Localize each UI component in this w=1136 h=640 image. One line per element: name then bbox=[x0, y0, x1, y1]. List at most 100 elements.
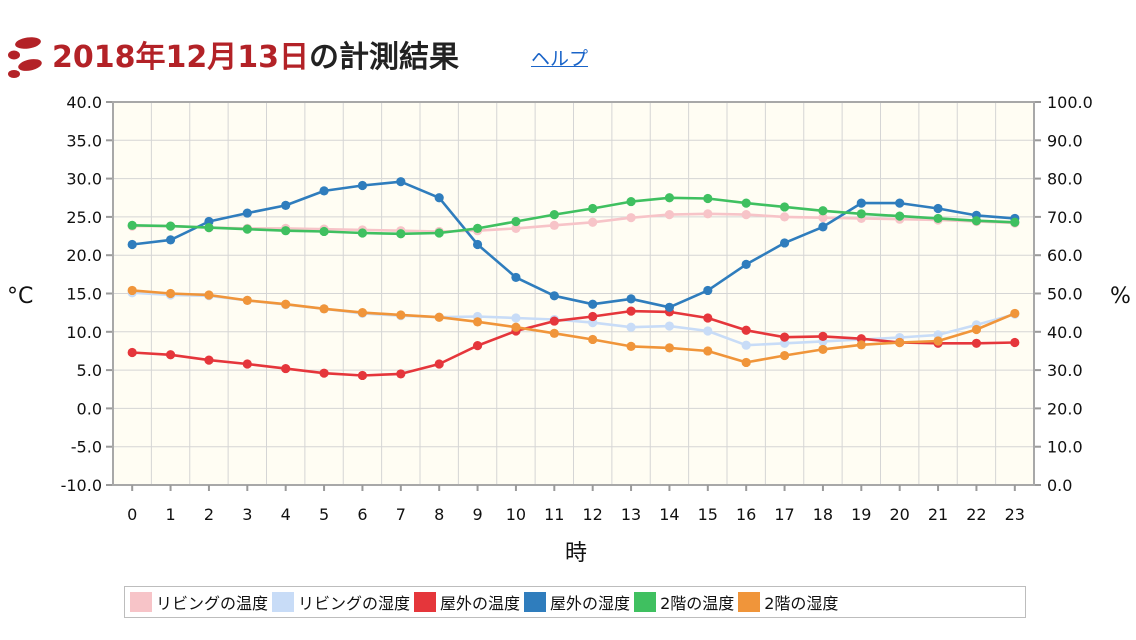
legend-item[interactable]: 2階の温度 bbox=[634, 590, 734, 614]
data-point[interactable] bbox=[511, 223, 521, 233]
data-point[interactable] bbox=[933, 203, 943, 214]
data-point[interactable] bbox=[779, 332, 790, 342]
data-point[interactable] bbox=[779, 238, 790, 248]
data-point[interactable] bbox=[856, 198, 866, 208]
data-point[interactable] bbox=[626, 306, 636, 316]
data-point[interactable] bbox=[856, 340, 866, 350]
data-point[interactable] bbox=[703, 326, 713, 336]
data-point[interactable] bbox=[242, 295, 252, 305]
data-point[interactable] bbox=[703, 285, 713, 296]
data-point[interactable] bbox=[319, 186, 329, 196]
data-point[interactable] bbox=[779, 212, 790, 222]
data-point[interactable] bbox=[319, 368, 329, 378]
data-point[interactable] bbox=[165, 350, 176, 360]
data-point[interactable] bbox=[703, 193, 713, 204]
data-point[interactable] bbox=[165, 235, 176, 245]
data-point[interactable] bbox=[357, 180, 368, 191]
data-point[interactable] bbox=[434, 193, 444, 203]
data-point[interactable] bbox=[588, 311, 598, 322]
data-point[interactable] bbox=[626, 196, 636, 207]
data-point[interactable] bbox=[741, 198, 751, 208]
data-point[interactable] bbox=[933, 213, 943, 224]
data-point[interactable] bbox=[818, 344, 828, 355]
data-point[interactable] bbox=[472, 317, 483, 327]
data-point[interactable] bbox=[396, 177, 406, 187]
data-point[interactable] bbox=[434, 312, 444, 322]
data-point[interactable] bbox=[664, 321, 675, 331]
legend-item[interactable]: リビングの温度 bbox=[130, 590, 268, 614]
data-point[interactable] bbox=[281, 363, 291, 374]
data-point[interactable] bbox=[664, 210, 675, 220]
data-point[interactable] bbox=[741, 210, 751, 220]
data-point[interactable] bbox=[818, 222, 828, 232]
data-point[interactable] bbox=[396, 310, 406, 320]
data-point[interactable] bbox=[933, 336, 943, 346]
data-point[interactable] bbox=[396, 229, 406, 239]
data-point[interactable] bbox=[588, 299, 598, 309]
data-point[interactable] bbox=[1010, 308, 1020, 319]
data-point[interactable] bbox=[511, 272, 521, 283]
data-point[interactable] bbox=[779, 202, 790, 212]
data-point[interactable] bbox=[741, 259, 751, 269]
data-point[interactable] bbox=[779, 350, 790, 361]
data-point[interactable] bbox=[549, 210, 559, 220]
data-point[interactable] bbox=[281, 299, 291, 309]
data-point[interactable] bbox=[242, 208, 252, 218]
data-point[interactable] bbox=[472, 340, 483, 351]
data-point[interactable] bbox=[242, 224, 252, 234]
legend-item[interactable]: 2階の湿度 bbox=[738, 590, 838, 614]
data-point[interactable] bbox=[242, 359, 252, 369]
data-point[interactable] bbox=[626, 213, 636, 223]
data-point[interactable] bbox=[549, 328, 559, 338]
data-point[interactable] bbox=[741, 325, 751, 335]
data-point[interactable] bbox=[626, 294, 636, 304]
data-point[interactable] bbox=[204, 355, 214, 365]
data-point[interactable] bbox=[204, 223, 214, 233]
data-point[interactable] bbox=[472, 223, 483, 233]
data-point[interactable] bbox=[626, 341, 636, 351]
data-point[interactable] bbox=[357, 370, 368, 381]
data-point[interactable] bbox=[971, 216, 982, 226]
data-point[interactable] bbox=[588, 217, 598, 227]
data-point[interactable] bbox=[741, 340, 751, 350]
data-point[interactable] bbox=[971, 324, 982, 335]
data-point[interactable] bbox=[127, 220, 137, 230]
data-point[interactable] bbox=[1010, 217, 1020, 227]
data-point[interactable] bbox=[204, 290, 214, 300]
data-point[interactable] bbox=[626, 322, 636, 332]
legend-item[interactable]: 屋外の湿度 bbox=[524, 590, 630, 614]
data-point[interactable] bbox=[895, 211, 905, 221]
data-point[interactable] bbox=[588, 203, 598, 214]
data-point[interactable] bbox=[664, 193, 675, 203]
data-point[interactable] bbox=[127, 347, 137, 358]
data-point[interactable] bbox=[281, 200, 291, 211]
data-point[interactable] bbox=[664, 343, 675, 353]
data-point[interactable] bbox=[818, 331, 828, 341]
data-point[interactable] bbox=[319, 304, 329, 314]
data-point[interactable] bbox=[549, 316, 559, 326]
data-point[interactable] bbox=[741, 357, 751, 368]
data-point[interactable] bbox=[703, 209, 713, 219]
data-point[interactable] bbox=[165, 288, 176, 299]
legend-item[interactable]: 屋外の温度 bbox=[414, 590, 520, 614]
data-point[interactable] bbox=[511, 216, 521, 227]
help-link[interactable]: ヘルプ bbox=[531, 48, 589, 70]
data-point[interactable] bbox=[319, 226, 329, 237]
data-point[interactable] bbox=[895, 198, 905, 208]
data-point[interactable] bbox=[357, 228, 368, 238]
data-point[interactable] bbox=[895, 337, 905, 348]
data-point[interactable] bbox=[511, 322, 521, 332]
data-point[interactable] bbox=[434, 228, 444, 238]
data-point[interactable] bbox=[971, 338, 982, 348]
data-point[interactable] bbox=[856, 209, 866, 219]
data-point[interactable] bbox=[549, 291, 559, 301]
data-point[interactable] bbox=[434, 359, 444, 369]
data-point[interactable] bbox=[703, 313, 713, 323]
data-point[interactable] bbox=[127, 285, 137, 296]
data-point[interactable] bbox=[396, 369, 406, 379]
data-point[interactable] bbox=[549, 220, 559, 230]
data-point[interactable] bbox=[818, 213, 828, 223]
data-point[interactable] bbox=[818, 206, 828, 216]
data-point[interactable] bbox=[703, 346, 713, 356]
data-point[interactable] bbox=[588, 334, 598, 345]
